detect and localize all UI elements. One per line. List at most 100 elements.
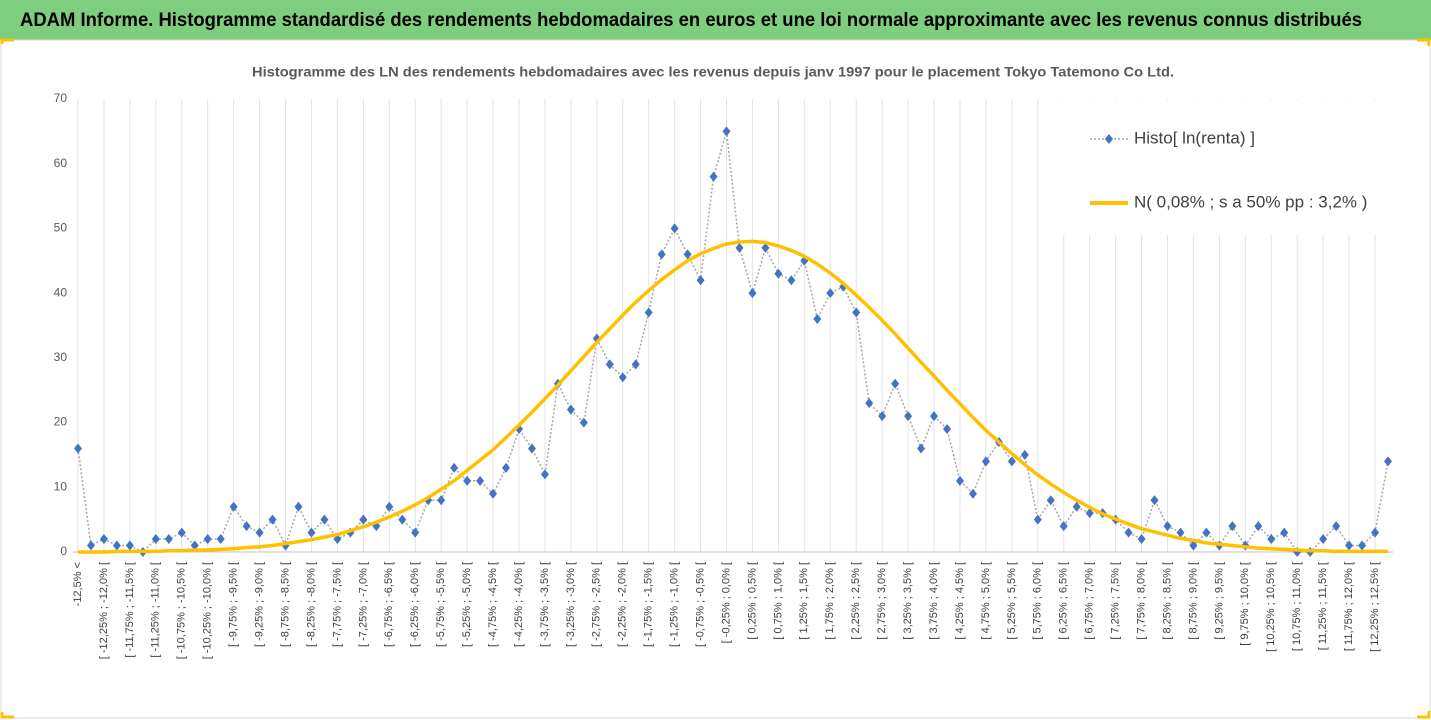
x-tick-label: [ 6,25% ; 6,5% [ <box>1058 562 1070 640</box>
x-tick-label: [ -7,25% ; -7,0% [ <box>357 562 369 647</box>
x-tick-label: [ 11,25% ; 11,5% [ <box>1317 562 1329 650</box>
x-tick-label: [ 9,75% ; 10,0% [ <box>1239 562 1251 646</box>
point-marker <box>826 288 835 299</box>
x-tick-label: [ 7,25% ; 7,5% [ <box>1110 562 1122 640</box>
x-tick-label: [ 12,25% ; 12,5% [ <box>1369 562 1381 652</box>
point-marker <box>268 514 277 525</box>
x-tick-label: [ 0,25% ; 0,5% [ <box>746 562 758 640</box>
point-marker <box>1371 527 1380 538</box>
point-marker <box>463 475 472 486</box>
y-tick-label: 20 <box>54 415 68 429</box>
x-tick-label: [ -3,25% ; -3,0% [ <box>565 562 577 647</box>
point-marker <box>1007 456 1016 467</box>
point-marker <box>1033 514 1042 525</box>
point-marker <box>748 288 757 299</box>
point-marker <box>1345 540 1354 551</box>
point-marker <box>1332 521 1341 532</box>
point-marker <box>722 126 731 137</box>
point-marker <box>1202 527 1211 538</box>
point-marker <box>450 462 459 473</box>
y-tick-label: 40 <box>54 285 68 299</box>
point-marker <box>540 469 549 480</box>
x-tick-label: [ -12,25% ; -12,0% [ <box>98 562 110 659</box>
point-marker <box>891 378 900 389</box>
point-marker <box>125 540 134 551</box>
point-marker <box>605 359 614 370</box>
point-marker <box>320 514 329 525</box>
x-tick-label: [ 8,25% ; 8,5% [ <box>1161 562 1173 640</box>
x-tick-label: [ -9,75% ; -9,5% [ <box>228 562 240 647</box>
point-marker <box>527 443 536 454</box>
point-marker <box>709 171 718 182</box>
frame-corners <box>0 38 1431 719</box>
x-tick-label: [ -10,25% ; -10,0% [ <box>202 562 214 659</box>
x-tick-label: [ -6,25% ; -6,0% [ <box>409 562 421 647</box>
x-tick-label: [ 5,25% ; 5,5% [ <box>1006 562 1018 640</box>
x-tick-label: [ -0,25% ; 0,0% [ <box>720 562 732 643</box>
x-tick-label: [ -5,25% ; -5,0% [ <box>461 562 473 647</box>
point-marker <box>981 456 990 467</box>
point-marker <box>1358 540 1367 551</box>
point-marker <box>878 411 887 422</box>
point-marker <box>1020 449 1029 460</box>
point-marker <box>1150 495 1159 506</box>
point-marker <box>411 527 420 538</box>
point-marker <box>307 527 316 538</box>
x-tick-label: [ 0,75% ; 1,0% [ <box>772 562 784 640</box>
point-marker <box>203 534 212 545</box>
point-marker <box>761 242 770 253</box>
point-marker <box>800 255 809 266</box>
legend: Histo[ ln(renta) ] N( 0,08% ; s a 50% pp … <box>1058 100 1400 235</box>
point-marker <box>1267 534 1276 545</box>
x-tick-label: [ -11,75% ; -11,5% [ <box>124 562 136 658</box>
point-marker <box>930 411 939 422</box>
point-marker <box>566 404 575 415</box>
point-marker <box>1176 527 1185 538</box>
legend-marker <box>1105 134 1113 144</box>
x-tick-label: [ -8,75% ; -8,5% [ <box>279 562 291 647</box>
point-marker <box>1163 521 1172 532</box>
x-tick-label: [ 2,75% ; 3,0% [ <box>876 562 888 640</box>
point-marker <box>359 514 368 525</box>
point-marker <box>813 314 822 325</box>
x-tick-label: [ 4,75% ; 5,0% [ <box>980 562 992 640</box>
point-marker <box>670 223 679 234</box>
y-tick-label: 70 <box>54 91 68 105</box>
x-tick-label: [ 3,75% ; 4,0% [ <box>928 562 940 640</box>
x-tick-label: [ -10,75% ; -10,5% [ <box>176 562 188 659</box>
x-tick-label: [ 10,75% ; 11,0% [ <box>1291 562 1303 651</box>
point-marker <box>294 501 303 512</box>
curve-line <box>78 239 1388 554</box>
point-marker <box>476 475 485 486</box>
point-marker <box>1137 534 1146 545</box>
x-tick-label: [ -2,25% ; -2,0% [ <box>617 562 629 647</box>
point-marker <box>1189 540 1198 551</box>
point-marker <box>865 398 874 409</box>
x-tick-label: [ 5,75% ; 6,0% [ <box>1032 562 1044 640</box>
plot-area: -12,5% < [ -12,25% ; -12,0% [[ -11,75% ; … <box>54 91 1393 659</box>
point-marker <box>437 495 446 506</box>
y-tick-label: 50 <box>54 221 68 235</box>
point-marker <box>112 540 121 551</box>
point-marker <box>968 488 977 499</box>
point-marker <box>216 534 225 545</box>
point-marker <box>1059 521 1068 532</box>
x-tick-label: [ -9,25% ; -9,0% [ <box>253 562 265 647</box>
x-tick-label: [ 1,25% ; 1,5% [ <box>798 562 810 640</box>
point-marker <box>1072 501 1081 512</box>
x-tick-label: [ -0,75% ; -0,5% [ <box>694 562 706 647</box>
point-marker <box>1319 534 1328 545</box>
point-marker <box>1384 456 1392 467</box>
point-marker <box>579 417 588 428</box>
x-tick-label: [ -7,75% ; -7,5% [ <box>331 562 343 647</box>
x-tick-label: [ 7,75% ; 8,0% [ <box>1135 562 1147 640</box>
point-marker <box>1228 521 1237 532</box>
x-tick-label: [ -4,75% ; -4,5% [ <box>487 562 499 647</box>
series-line <box>77 130 1389 553</box>
point-marker <box>1124 527 1133 538</box>
legend-box <box>1058 100 1400 235</box>
x-tick-label: [ 8,75% ; 9,0% [ <box>1187 562 1199 640</box>
x-tick-label: [ 6,75% ; 7,0% [ <box>1084 562 1096 640</box>
x-tick-label: [ 9,25% ; 9,5% [ <box>1213 562 1225 640</box>
